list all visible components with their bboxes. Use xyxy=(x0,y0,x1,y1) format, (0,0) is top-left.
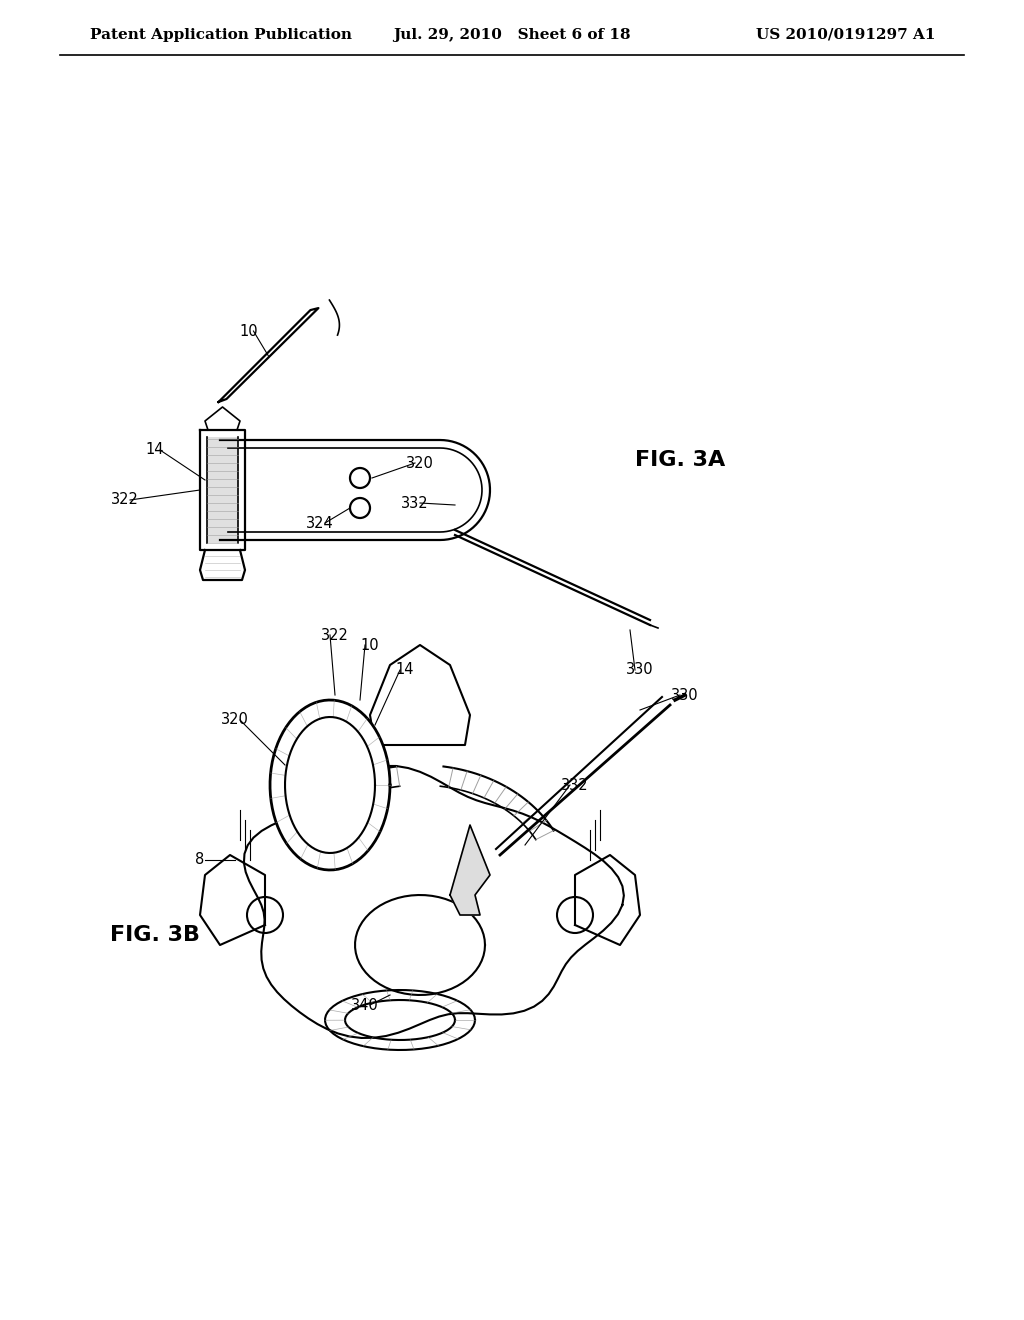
Text: Patent Application Publication: Patent Application Publication xyxy=(90,28,352,42)
Polygon shape xyxy=(200,855,265,945)
Text: 10: 10 xyxy=(360,638,379,652)
Text: 332: 332 xyxy=(401,495,429,511)
Text: FIG. 3A: FIG. 3A xyxy=(635,450,725,470)
Text: 8: 8 xyxy=(196,853,205,867)
Text: US 2010/0191297 A1: US 2010/0191297 A1 xyxy=(756,28,935,42)
Text: 322: 322 xyxy=(322,627,349,643)
Polygon shape xyxy=(244,766,624,1038)
Text: 320: 320 xyxy=(221,713,249,727)
Text: 322: 322 xyxy=(111,492,139,507)
Polygon shape xyxy=(270,700,390,870)
Text: 320: 320 xyxy=(407,455,434,470)
Polygon shape xyxy=(355,895,485,995)
Text: 332: 332 xyxy=(561,777,589,792)
Bar xyxy=(207,437,238,543)
Polygon shape xyxy=(450,825,490,915)
Text: Jul. 29, 2010   Sheet 6 of 18: Jul. 29, 2010 Sheet 6 of 18 xyxy=(393,28,631,42)
Text: 330: 330 xyxy=(627,663,653,677)
Text: 324: 324 xyxy=(306,516,334,531)
Text: 14: 14 xyxy=(145,442,164,458)
Text: 340: 340 xyxy=(351,998,379,1012)
Text: 10: 10 xyxy=(240,323,258,338)
Text: FIG. 3B: FIG. 3B xyxy=(110,925,200,945)
Polygon shape xyxy=(575,855,640,945)
Polygon shape xyxy=(285,717,375,853)
Text: 330: 330 xyxy=(671,688,698,702)
Polygon shape xyxy=(370,645,470,744)
Text: 14: 14 xyxy=(395,663,415,677)
